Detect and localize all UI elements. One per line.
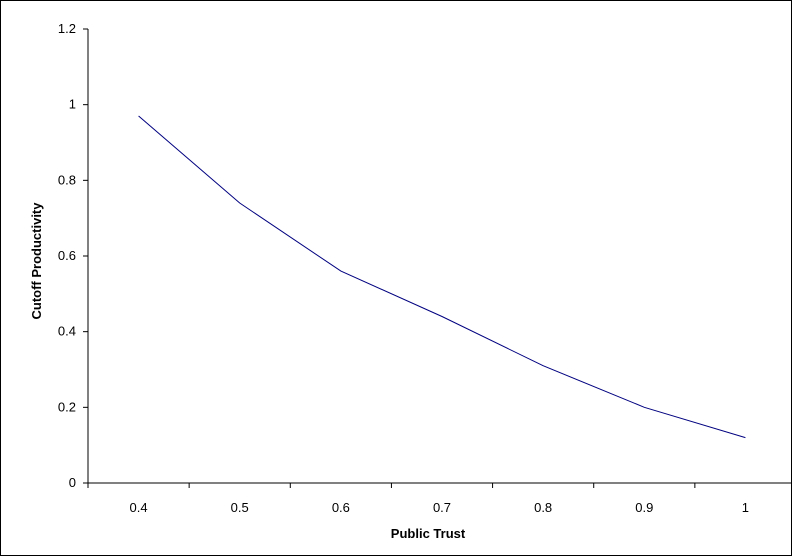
y-tick-label: 0.6 xyxy=(58,248,76,263)
y-axis-title: Cutoff Productivity xyxy=(29,202,44,320)
x-tick-label: 0.8 xyxy=(534,500,552,515)
x-axis-title: Public Trust xyxy=(391,526,466,541)
y-tick-label: 1.2 xyxy=(58,21,76,36)
x-tick-label: 0.5 xyxy=(231,500,249,515)
series-layer xyxy=(138,115,746,439)
x-tick-label: 1 xyxy=(742,500,749,515)
x-tick-label: 0.6 xyxy=(332,500,350,515)
y-tick-label: 1 xyxy=(69,97,76,112)
x-tick-label: 0.9 xyxy=(635,500,653,515)
x-tick-label: 0.4 xyxy=(130,500,148,515)
y-tick-label: 0.8 xyxy=(58,172,76,187)
y-axis: 0 0.2 0.4 0.6 0.8 1 1.2 xyxy=(58,21,89,490)
y-tick-label: 0 xyxy=(69,475,76,490)
x-axis: 0.4 0.5 0.6 0.7 0.8 0.9 1 xyxy=(87,482,791,515)
y-tick-label: 0.2 xyxy=(58,399,76,414)
x-tick-label: 0.7 xyxy=(433,500,451,515)
y-tick-label: 0.4 xyxy=(58,324,76,339)
series-line xyxy=(138,115,746,439)
